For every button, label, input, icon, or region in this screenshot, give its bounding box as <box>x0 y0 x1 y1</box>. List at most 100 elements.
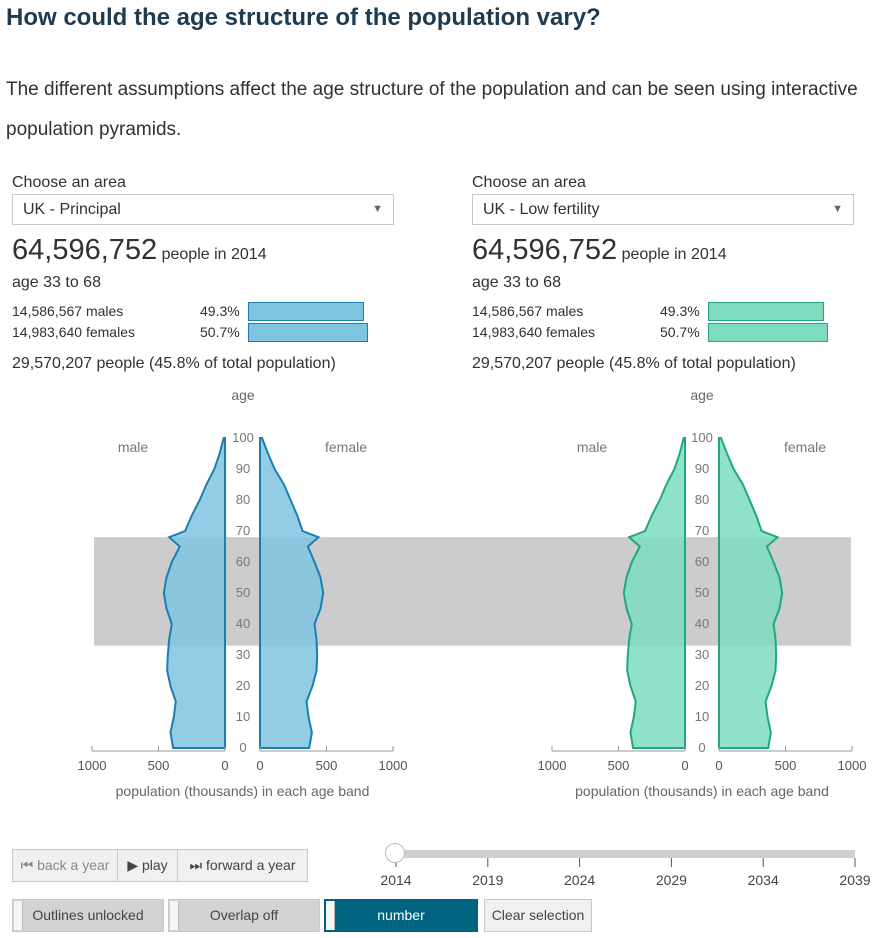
year-tick-label: 2024 <box>564 872 595 888</box>
year-axis: 2014 2019 2024 2029 2034 2039 <box>380 858 870 888</box>
females-percent: 50.7% <box>660 324 700 340</box>
total-population-suffix: people in 2014 <box>161 246 267 263</box>
pyramid-panel-low-fertility: Choose an area UK - Low fertility ▼ 64,5… <box>472 172 872 372</box>
females-percent: 50.7% <box>200 324 240 340</box>
male-label: male <box>577 439 608 455</box>
total-population-value: 64,596,752 <box>12 234 158 266</box>
x-tick-label: 0 <box>715 758 722 773</box>
x-tick-label: 0 <box>681 758 688 773</box>
x-tick-label: 1000 <box>379 758 408 773</box>
clear-selection-label: Clear selection <box>491 907 585 923</box>
female-population-area <box>259 437 325 749</box>
x-tick-label: 0 <box>256 758 263 773</box>
female-population-area <box>718 437 784 749</box>
x-tick-label: 1000 <box>538 758 567 773</box>
age-axis-title: age <box>690 387 714 403</box>
age-tick-label: 80 <box>695 492 709 507</box>
toggle-knob <box>170 901 179 930</box>
year-tick-label: 2019 <box>472 872 503 888</box>
choose-area-label: Choose an area <box>12 174 126 191</box>
selection-summary: 29,570,207 people (45.8% of total popula… <box>12 355 336 372</box>
total-population: 64,596,752 people in 2014 <box>12 234 267 267</box>
x-axis-title: population (thousands) in each age band <box>116 783 370 799</box>
female-label: female <box>325 439 367 455</box>
males-count: 14,586,567 males <box>12 303 124 319</box>
age-tick-label: 40 <box>695 616 709 631</box>
age-tick-label: 60 <box>236 554 250 569</box>
age-tick-label: 50 <box>236 585 250 600</box>
selection-summary: 29,570,207 people (45.8% of total popula… <box>472 355 796 372</box>
age-tick-label: 100 <box>691 430 713 445</box>
males-share-bar <box>708 302 825 321</box>
females-count: 14,983,640 females <box>12 324 135 340</box>
total-population-suffix: people in 2014 <box>621 246 727 263</box>
year-slider-handle[interactable] <box>385 843 405 863</box>
area-select-value: UK - Low fertility <box>483 201 600 218</box>
males-count: 14,586,567 males <box>472 303 584 319</box>
skip-forward-icon: ⏭ <box>189 857 203 873</box>
forward-a-year-button[interactable]: ⏭ forward a year <box>178 849 308 882</box>
back-a-year-button[interactable]: ⏮ back a year <box>12 849 118 882</box>
age-range-label: age 33 to 68 <box>12 274 101 291</box>
play-icon: ▶ <box>127 857 139 873</box>
toggle-knob <box>326 901 335 930</box>
year-slider-track[interactable] <box>396 850 855 858</box>
back-a-year-label: back a year <box>37 857 110 873</box>
female-label: female <box>784 439 826 455</box>
area-select[interactable]: UK - Low fertility ▼ <box>472 194 854 225</box>
females-row: 14,983,640 females 50.7% <box>12 322 412 342</box>
age-tick-label: 50 <box>695 585 709 600</box>
number-toggle-label: number <box>377 907 425 923</box>
males-share-bar <box>248 302 365 321</box>
age-tick-label: 60 <box>695 554 709 569</box>
clear-selection-button[interactable]: Clear selection <box>484 899 592 932</box>
toggle-knob <box>14 901 23 930</box>
pyramid-panel-principal: Choose an area UK - Principal ▼ 64,596,7… <box>12 172 412 372</box>
x-tick-label: 500 <box>608 758 630 773</box>
year-tick-label: 2029 <box>656 872 687 888</box>
females-share-bar <box>248 323 368 342</box>
total-population-value: 64,596,752 <box>472 234 618 266</box>
males-row: 14,586,567 males 49.3% <box>12 301 412 321</box>
x-tick-label: 500 <box>316 758 338 773</box>
age-tick-label: 40 <box>236 616 250 631</box>
total-population: 64,596,752 people in 2014 <box>472 234 727 267</box>
year-tick-label: 2034 <box>748 872 779 888</box>
area-select[interactable]: UK - Principal ▼ <box>12 194 394 225</box>
play-button[interactable]: ▶ play <box>118 849 178 882</box>
males-row: 14,586,567 males 49.3% <box>472 301 872 321</box>
chevron-down-icon: ▼ <box>372 203 383 215</box>
number-toggle[interactable]: number <box>324 899 478 932</box>
chevron-down-icon: ▼ <box>832 203 843 215</box>
male-label: male <box>118 439 149 455</box>
age-tick-label: 100 <box>232 430 254 445</box>
outlines-toggle-label: Outlines unlocked <box>32 907 144 923</box>
age-tick-label: 80 <box>236 492 250 507</box>
play-label: play <box>141 857 168 873</box>
age-tick-label: 70 <box>236 523 250 538</box>
age-tick-label: 90 <box>695 461 709 476</box>
intro-text: The different assumptions affect the age… <box>6 79 858 140</box>
overlap-toggle-label: Overlap off <box>209 907 279 923</box>
age-tick-label: 30 <box>695 647 709 662</box>
age-tick-label: 20 <box>695 678 709 693</box>
forward-a-year-label: forward a year <box>206 857 296 873</box>
females-row: 14,983,640 females 50.7% <box>472 322 872 342</box>
year-tick-label: 2039 <box>839 872 870 888</box>
male-population-area <box>162 437 226 749</box>
overlap-toggle[interactable]: Overlap off <box>168 899 320 932</box>
age-tick-label: 30 <box>236 647 250 662</box>
x-tick-label: 1000 <box>838 758 867 773</box>
x-tick-label: 500 <box>775 758 797 773</box>
age-range-label: age 33 to 68 <box>472 274 561 291</box>
age-tick-label: 0 <box>239 740 246 755</box>
x-tick-label: 500 <box>148 758 170 773</box>
females-count: 14,983,640 females <box>472 324 595 340</box>
outlines-toggle[interactable]: Outlines unlocked <box>12 899 164 932</box>
males-percent: 49.3% <box>660 303 700 319</box>
area-select-value: UK - Principal <box>23 201 121 218</box>
age-tick-label: 10 <box>695 709 709 724</box>
year-tick-label: 2014 <box>380 872 411 888</box>
x-tick-label: 1000 <box>78 758 107 773</box>
